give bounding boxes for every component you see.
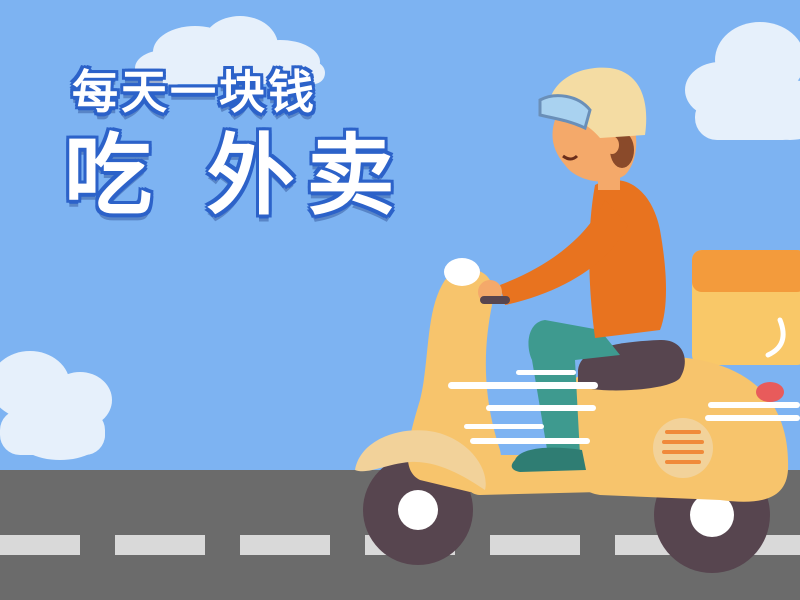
handlebar xyxy=(480,296,510,304)
front-fender xyxy=(355,430,486,490)
delivery-box xyxy=(692,250,800,365)
headlight xyxy=(444,258,480,286)
cloud-top-left xyxy=(135,16,325,86)
cloud-top-right xyxy=(685,22,800,140)
tail-light xyxy=(756,382,784,402)
headline: 每天一块钱 吃 外卖 xyxy=(64,62,407,230)
rider-ear xyxy=(605,136,619,154)
side-vent xyxy=(653,418,713,478)
cloud-bottom-left xyxy=(0,351,112,460)
rider-arm xyxy=(500,200,628,305)
helmet xyxy=(548,67,647,138)
helmet-visor xyxy=(538,94,592,131)
rider-mouth xyxy=(562,154,579,161)
headline-line1: 每天一块钱 xyxy=(72,65,317,119)
rider-shoe xyxy=(511,447,586,472)
speed-lines xyxy=(448,370,800,444)
headline-line2: 吃 外卖 xyxy=(64,124,407,227)
